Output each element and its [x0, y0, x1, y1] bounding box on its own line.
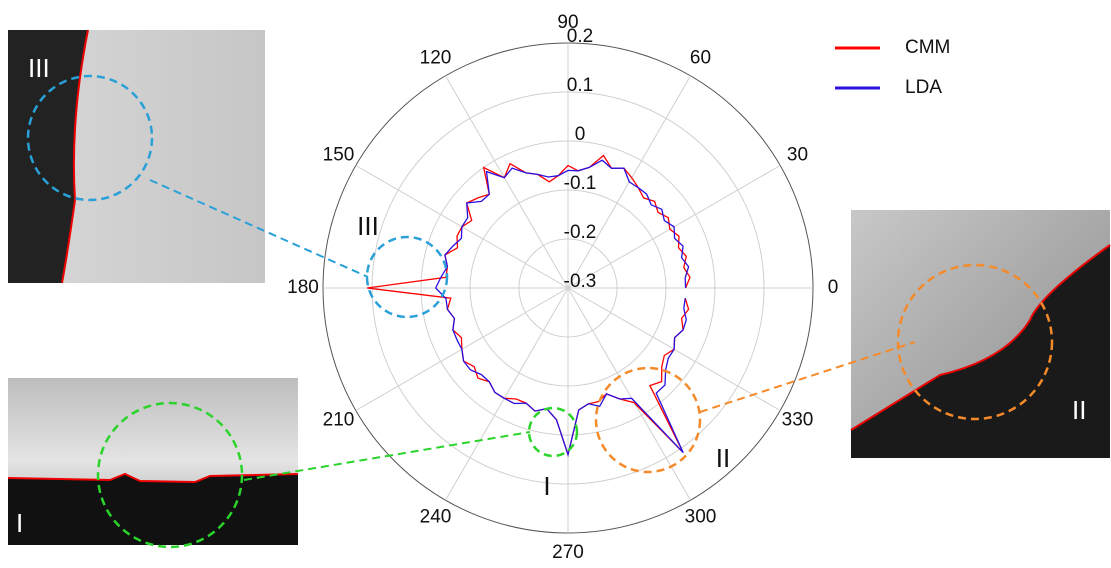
legend: CMM LDA [835, 37, 950, 98]
inset-i: I [8, 378, 298, 547]
highlight-circle [596, 368, 700, 472]
annotation: III [357, 211, 379, 241]
theta-tick-label: 330 [782, 410, 814, 431]
grid-spoke [568, 288, 691, 500]
theta-tick-label: 270 [552, 542, 584, 563]
inset-label: II [1072, 395, 1086, 425]
legend-label: LDA [905, 77, 942, 98]
highlight-circle [367, 237, 447, 317]
inset-iii: III [8, 30, 265, 283]
theta-tick-label: 120 [420, 48, 452, 69]
annotation: I [543, 471, 550, 501]
r-tick-label: 0.1 [567, 75, 593, 96]
inset-dark [8, 474, 298, 545]
theta-tick-label: 240 [420, 507, 452, 528]
theta-tick-label: 60 [690, 48, 711, 69]
inset-label: III [28, 53, 50, 83]
theta-tick-label: 180 [287, 277, 319, 298]
theta-tick-label: 210 [323, 410, 355, 431]
r-tick-label: -0.3 [564, 271, 597, 292]
legend-label: CMM [905, 37, 950, 58]
annotation: II [716, 443, 730, 473]
theta-tick-label: 150 [323, 145, 355, 166]
r-tick-label: -0.2 [564, 222, 597, 243]
r-tick-label: -0.1 [564, 173, 597, 194]
theta-tick-label: 90 [557, 12, 578, 33]
inset-label: I [16, 508, 23, 538]
theta-tick-label: 0 [828, 277, 839, 298]
theta-tick-label: 30 [787, 145, 808, 166]
theta-tick-label: 300 [685, 507, 717, 528]
grid-spoke [446, 288, 569, 500]
figure: -0.3-0.2-0.100.10.2030609012015018021024… [0, 0, 1111, 563]
inset-ii: II [851, 210, 1110, 458]
r-tick-label: 0 [575, 124, 586, 145]
